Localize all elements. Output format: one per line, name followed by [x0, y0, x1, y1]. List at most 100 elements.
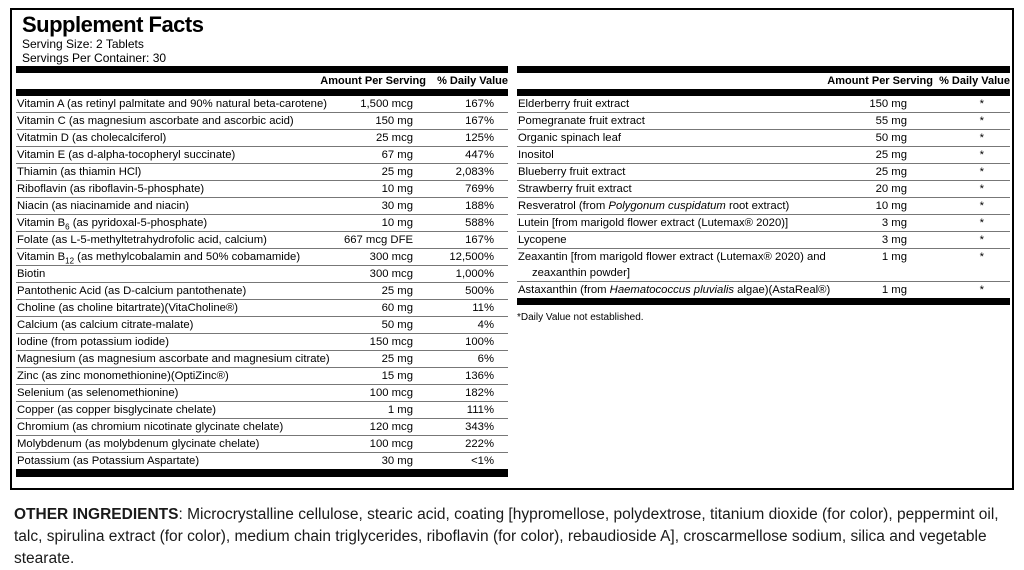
ingredient-daily-value: 125% [465, 132, 494, 144]
ingredient-daily-value: 100% [465, 336, 494, 348]
ingredient-amount: 25 mg [875, 166, 907, 178]
ingredient-amount: 10 mg [875, 200, 907, 212]
ingredient-amount: 1 mg [881, 251, 907, 263]
ingredient-name: Lutein [from marigold flower extract (Lu… [518, 217, 789, 229]
daily-value-header: % Daily Value [437, 75, 508, 87]
table-row: Lutein [from marigold flower extract (Lu… [517, 214, 1010, 231]
thick-divider [16, 469, 508, 477]
ingredient-name: Zinc (as zinc monomethionine)(OptiZinc®) [17, 370, 229, 382]
ingredient-daily-value: 343% [465, 421, 494, 433]
ingredient-name: Lycopene [518, 234, 567, 246]
table-row: Chromium (as chromium nicotinate glycina… [16, 418, 508, 435]
ingredient-daily-value: 588% [465, 217, 494, 229]
ingredient-amount: 100 mcg [369, 387, 413, 399]
table-row: Vitamin E (as d-alpha-tocopheryl succina… [16, 146, 508, 163]
ingredient-name: Calcium (as calcium citrate-malate) [17, 319, 194, 331]
ingredient-amount: 120 mcg [369, 421, 413, 433]
ingredient-name: Resveratrol (from Polygonum cuspidatum r… [518, 200, 790, 212]
ingredient-amount: 150 mcg [369, 336, 413, 348]
ingredient-amount: 30 mg [381, 200, 413, 212]
ingredient-name: Vitamin A (as retinyl palmitate and 90% … [17, 98, 328, 110]
ingredient-daily-value: 167% [465, 98, 494, 110]
ingredient-name: Organic spinach leaf [518, 132, 621, 144]
table-row: Pantothenic Acid (as D-calcium pantothen… [16, 282, 508, 299]
ingredient-amount: 3 mg [881, 234, 907, 246]
ingredient-amount: 30 mg [381, 455, 413, 467]
ingredient-amount: 67 mg [381, 149, 413, 161]
ingredient-daily-value: 500% [465, 285, 494, 297]
ingredient-name: Vitamin E (as d-alpha-tocopheryl succina… [17, 149, 236, 161]
ingredient-amount: 150 mg [375, 115, 413, 127]
right-table-rows: Elderberry fruit extract 150 mg * Pomegrana… [517, 96, 1010, 298]
table-row: Astaxanthin (from Haematococcus pluviali… [517, 281, 1010, 298]
ingredient-name: Pantothenic Acid (as D-calcium pantothen… [17, 285, 247, 297]
ingredient-daily-value: * [979, 183, 984, 195]
left-table-rows: Vitamin A (as retinyl palmitate and 90% … [16, 96, 508, 469]
table-row: Biotin 300 mcg 1,000% [16, 265, 508, 282]
ingredient-daily-value: 167% [465, 115, 494, 127]
thick-divider [16, 66, 508, 73]
ingredient-daily-value: 447% [465, 149, 494, 161]
table-row: Choline (as choline bitartrate)(VitaChol… [16, 299, 508, 316]
ingredient-daily-value: 2,083% [455, 166, 494, 178]
right-botanicals-table: Amount Per Serving % Daily Value Elderbe… [517, 66, 1010, 323]
serving-size: Serving Size: 2 Tablets [22, 37, 144, 51]
ingredient-name: Potassium (as Potassium Aspartate) [17, 455, 200, 467]
table-row: Vitamin A (as retinyl palmitate and 90% … [16, 96, 508, 112]
table-row: Inositol 25 mg * [517, 146, 1010, 163]
ingredient-name: Pomegranate fruit extract [518, 115, 645, 127]
ingredient-name: Iodine (from potassium iodide) [17, 336, 169, 348]
ingredient-amount: 55 mg [875, 115, 907, 127]
ingredient-amount: 15 mg [381, 370, 413, 382]
table-row: Pomegranate fruit extract 55 mg * [517, 112, 1010, 129]
ingredient-name: Selenium (as selenomethionine) [17, 387, 179, 399]
ingredient-daily-value: 11% [472, 302, 494, 314]
ingredient-amount: 1 mg [881, 284, 907, 296]
ingredient-name: Zeaxantin [from marigold flower extract … [518, 251, 826, 279]
thick-divider [16, 89, 508, 96]
ingredient-daily-value: 111% [466, 404, 494, 416]
ingredient-amount: 60 mg [381, 302, 413, 314]
daily-value-footnote: *Daily Value not established. [517, 312, 644, 323]
table-row: Vitamin B12 (as methylcobalamin and 50% … [16, 248, 508, 265]
ingredient-amount: 25 mg [381, 353, 413, 365]
ingredient-daily-value: <1% [471, 455, 494, 467]
ingredient-daily-value: * [979, 284, 984, 296]
table-row: Zeaxantin [from marigold flower extract … [517, 248, 1010, 281]
ingredient-daily-value: 1,000% [455, 268, 494, 280]
table-row: Molybdenum (as molybdenum glycinate chel… [16, 435, 508, 452]
table-row: Thiamin (as thiamin HCl) 25 mg 2,083% [16, 163, 508, 180]
ingredient-amount: 10 mg [381, 217, 413, 229]
ingredient-name: Magnesium (as magnesium ascorbate and ma… [17, 353, 330, 365]
ingredient-amount: 1 mg [387, 404, 413, 416]
ingredient-daily-value: * [979, 166, 984, 178]
ingredient-daily-value: 167% [465, 234, 494, 246]
table-row: Selenium (as selenomethionine) 100 mcg 182… [16, 384, 508, 401]
ingredient-daily-value: 4% [477, 319, 494, 331]
ingredient-amount: 100 mcg [369, 438, 413, 450]
amount-per-serving-header: Amount Per Serving [320, 75, 426, 87]
ingredient-name: Choline (as choline bitartrate)(VitaChol… [17, 302, 238, 314]
table-row: Organic spinach leaf 50 mg * [517, 129, 1010, 146]
ingredient-name: Elderberry fruit extract [518, 98, 630, 110]
ingredient-name: Astaxanthin (from Haematococcus pluviali… [518, 284, 831, 296]
ingredient-name: Niacin (as niacinamide and niacin) [17, 200, 190, 212]
other-ingredients: OTHER INGREDIENTS: Microcrystalline cell… [14, 504, 1010, 570]
ingredient-amount: 1,500 mcg [360, 98, 413, 110]
ingredient-daily-value: * [979, 234, 984, 246]
table-row: Vitamin B6 (as pyridoxal-5-phosphate) 10 … [16, 214, 508, 231]
table-row: Potassium (as Potassium Aspartate) 30 mg <… [16, 452, 508, 469]
table-row: Elderberry fruit extract 150 mg * [517, 96, 1010, 112]
ingredient-daily-value: 769% [465, 183, 494, 195]
ingredient-daily-value: 222% [465, 438, 494, 450]
ingredient-amount: 300 mcg [369, 268, 413, 280]
thick-divider [517, 298, 1010, 305]
ingredient-name: Copper (as copper bisglycinate chelate) [17, 404, 217, 416]
ingredient-amount: 50 mg [381, 319, 413, 331]
table-row: Riboflavin (as riboflavin-5-phosphate) 10… [16, 180, 508, 197]
ingredient-daily-value: * [979, 98, 984, 110]
amount-per-serving-header: Amount Per Serving [827, 75, 933, 87]
table-row: Blueberry fruit extract 25 mg * [517, 163, 1010, 180]
table-row: Resveratrol (from Polygonum cuspidatum r… [517, 197, 1010, 214]
left-table-header: Amount Per Serving % Daily Value [16, 73, 508, 89]
